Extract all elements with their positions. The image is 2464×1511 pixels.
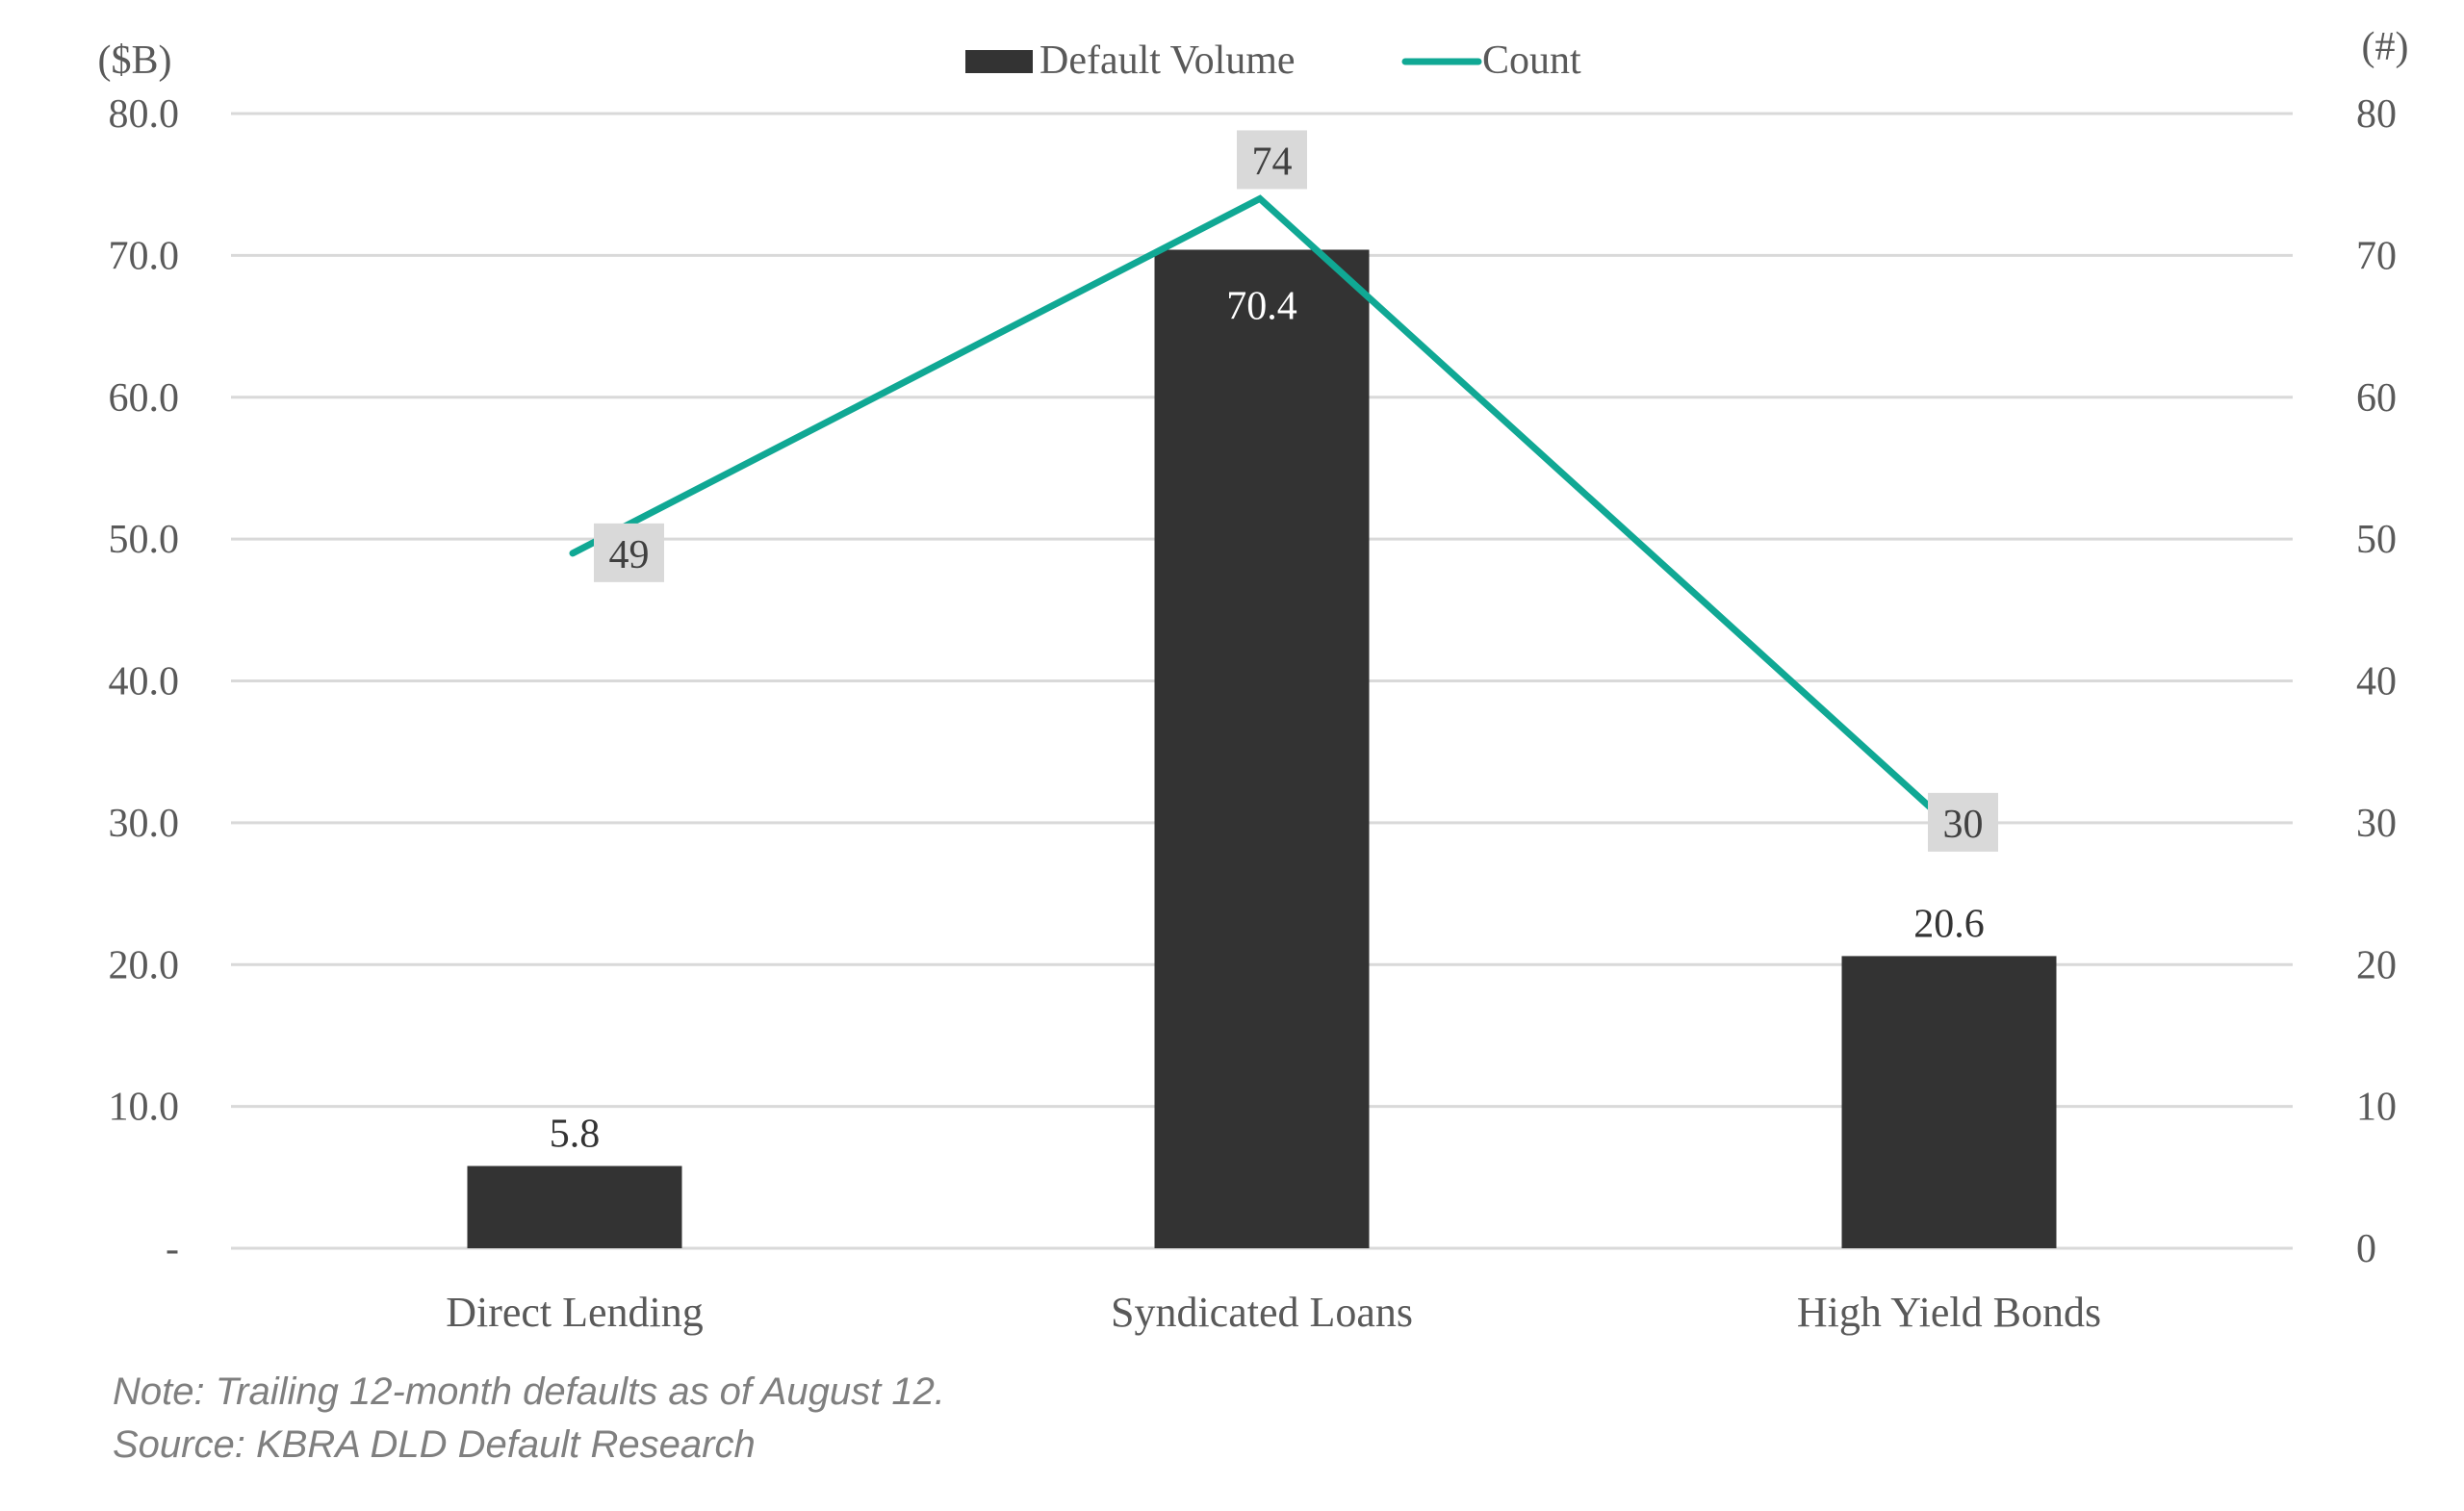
left-axis-tick-label: 70.0 [109,234,180,278]
left-axis-tick-label: 30.0 [109,802,180,846]
bar-default-volume [467,1165,682,1248]
x-axis-category-label: Direct Lending [446,1289,704,1336]
right-axis-tick-label: 80 [2356,92,2397,137]
count-data-label: 30 [1943,803,1984,847]
legend-swatch-default-volume [965,50,1033,73]
bars [467,249,2057,1249]
right-axis-tick-label: 50 [2356,518,2397,562]
left-axis-tick-label: - [166,1227,179,1271]
count-data-label: 74 [1252,140,1293,184]
left-axis-title: ($B) [98,38,172,83]
left-axis-tick-label: 20.0 [109,943,180,987]
left-axis-tick-label: 10.0 [109,1086,180,1130]
count-label-box [1237,130,1307,190]
legend-label-default-volume: Default Volume [1040,38,1296,83]
x-axis: Direct Lending Syndicated Loans High Yield… [446,1289,2101,1336]
bar-data-label: 5.8 [550,1113,601,1157]
bar-default-volume [1154,249,1370,1249]
legend-label-count: Count [1482,38,1581,83]
right-axis-tick-label: 60 [2356,376,2397,421]
legend: Default Volume Count [965,38,1581,83]
bar-data-label: 20.6 [1913,902,1985,946]
left-axis: ($B) - 10.0 20.0 30.0 40.0 50.0 60.0 70.0 80.0 [98,38,180,1271]
left-axis-tick-label: 80.0 [109,92,180,137]
right-axis-tick-label: 70 [2356,234,2397,278]
right-axis: (#) 0 10 20 30 40 50 60 70 80 [2356,25,2408,1271]
right-axis-title: (#) [2362,25,2409,69]
chart-note: Note: Trailing 12-month defaults as of A… [113,1370,945,1413]
x-axis-category-label: Syndicated Loans [1111,1289,1413,1336]
left-axis-tick-label: 40.0 [109,660,180,704]
count-data-label: 49 [609,533,650,577]
left-axis-tick-label: 50.0 [109,518,180,562]
bar-default-volume [1841,956,2057,1248]
right-axis-tick-label: 40 [2356,660,2397,704]
x-axis-category-label: High Yield Bonds [1797,1289,2101,1336]
right-axis-tick-label: 20 [2356,943,2397,987]
right-axis-tick-label: 30 [2356,802,2397,846]
count-label-box [1928,792,1998,852]
data-labels: 5.8 70.4 20.6 49 74 30 [550,130,1998,1157]
bar-data-label: 70.4 [1226,284,1297,328]
right-axis-tick-label: 0 [2356,1227,2376,1271]
chart-source: Source: KBRA DLD Default Research [113,1423,756,1466]
right-axis-tick-label: 10 [2356,1086,2397,1130]
count-label-box [594,523,664,582]
left-axis-tick-label: 60.0 [109,376,180,421]
